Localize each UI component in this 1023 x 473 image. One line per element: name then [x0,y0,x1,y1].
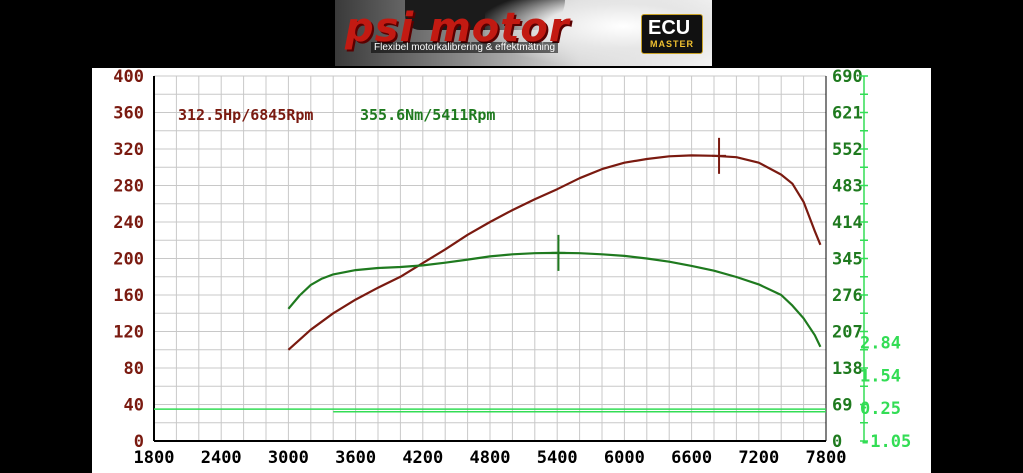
ecu-badge-main: ECU [648,17,691,39]
y-right-tick-label: 414 [832,213,863,233]
peak-annotation-power: 312.5Hp/6845Rpm [178,106,313,124]
y-right-tick-label: 345 [832,250,863,270]
y-left-tick-label: 320 [113,140,144,160]
y-right-tick-label: 207 [832,323,863,343]
y-left-tick-label: 80 [124,359,144,379]
series-line-torque [287,251,822,348]
brand-tagline: Flexibel motorkalibrering & effektmätnin… [371,42,559,53]
x-tick-label: 5400 [537,448,578,468]
y-right2-tick-label: 1.54 [860,366,901,386]
y-right-tick-label: 552 [832,140,863,160]
y-right2-tick-label: 2.84 [860,333,901,353]
y-right2-tick-label: 0.25 [860,399,901,419]
x-tick-label: 3600 [335,448,376,468]
y-left-tick-label: 360 [113,104,144,124]
y-left-tick-label: 40 [124,396,144,416]
y-left-tick-label: 160 [113,286,144,306]
y-right-tick-label: 0 [832,432,842,452]
x-tick-label: 7200 [738,448,779,468]
y-left-tick-label: 280 [113,177,144,197]
x-tick-label: 2400 [201,448,242,468]
x-tick-label: 1800 [134,448,175,468]
x-tick-label: 7800 [806,448,847,468]
y-right-tick-label: 138 [832,359,863,379]
x-tick-label: 4200 [402,448,443,468]
y-left-tick-label: 400 [113,68,144,87]
x-tick-label: 3000 [268,448,309,468]
y-right-tick-label: 621 [832,104,863,124]
ecu-master-badge: ECU MASTER [641,14,703,54]
y-left-tick-label: 0 [134,432,144,452]
dyno-chart: 1800 2400 3000 3600 4200 4800 5400 6000 6600 7200… [113,68,911,468]
header-banner: psi motor Flexibel motorkalibrering & ef… [335,0,712,66]
dyno-chart-panel: 1800 2400 3000 3600 4200 4800 5400 6000 6600 7200… [92,68,931,473]
y-left-tick-label: 200 [113,250,144,270]
brand-logo: psi motor [345,5,570,51]
peak-annotation-torque: 355.6Nm/5411Rpm [360,106,495,124]
y-right2-tick-label: -1.05 [860,432,911,452]
x-tick-label: 6000 [604,448,645,468]
y-right-tick-label: 69 [832,396,852,416]
y-left-tick-label: 240 [113,213,144,233]
series-line-power [287,154,822,351]
y-left-tick-label: 120 [113,323,144,343]
y-right-tick-label: 276 [832,286,863,306]
x-tick-label: 4800 [470,448,511,468]
y-right-tick-label: 690 [832,68,863,87]
ecu-badge-sub: MASTER [650,39,694,49]
x-tick-label: 6600 [671,448,712,468]
y-right-tick-label: 483 [832,177,863,197]
